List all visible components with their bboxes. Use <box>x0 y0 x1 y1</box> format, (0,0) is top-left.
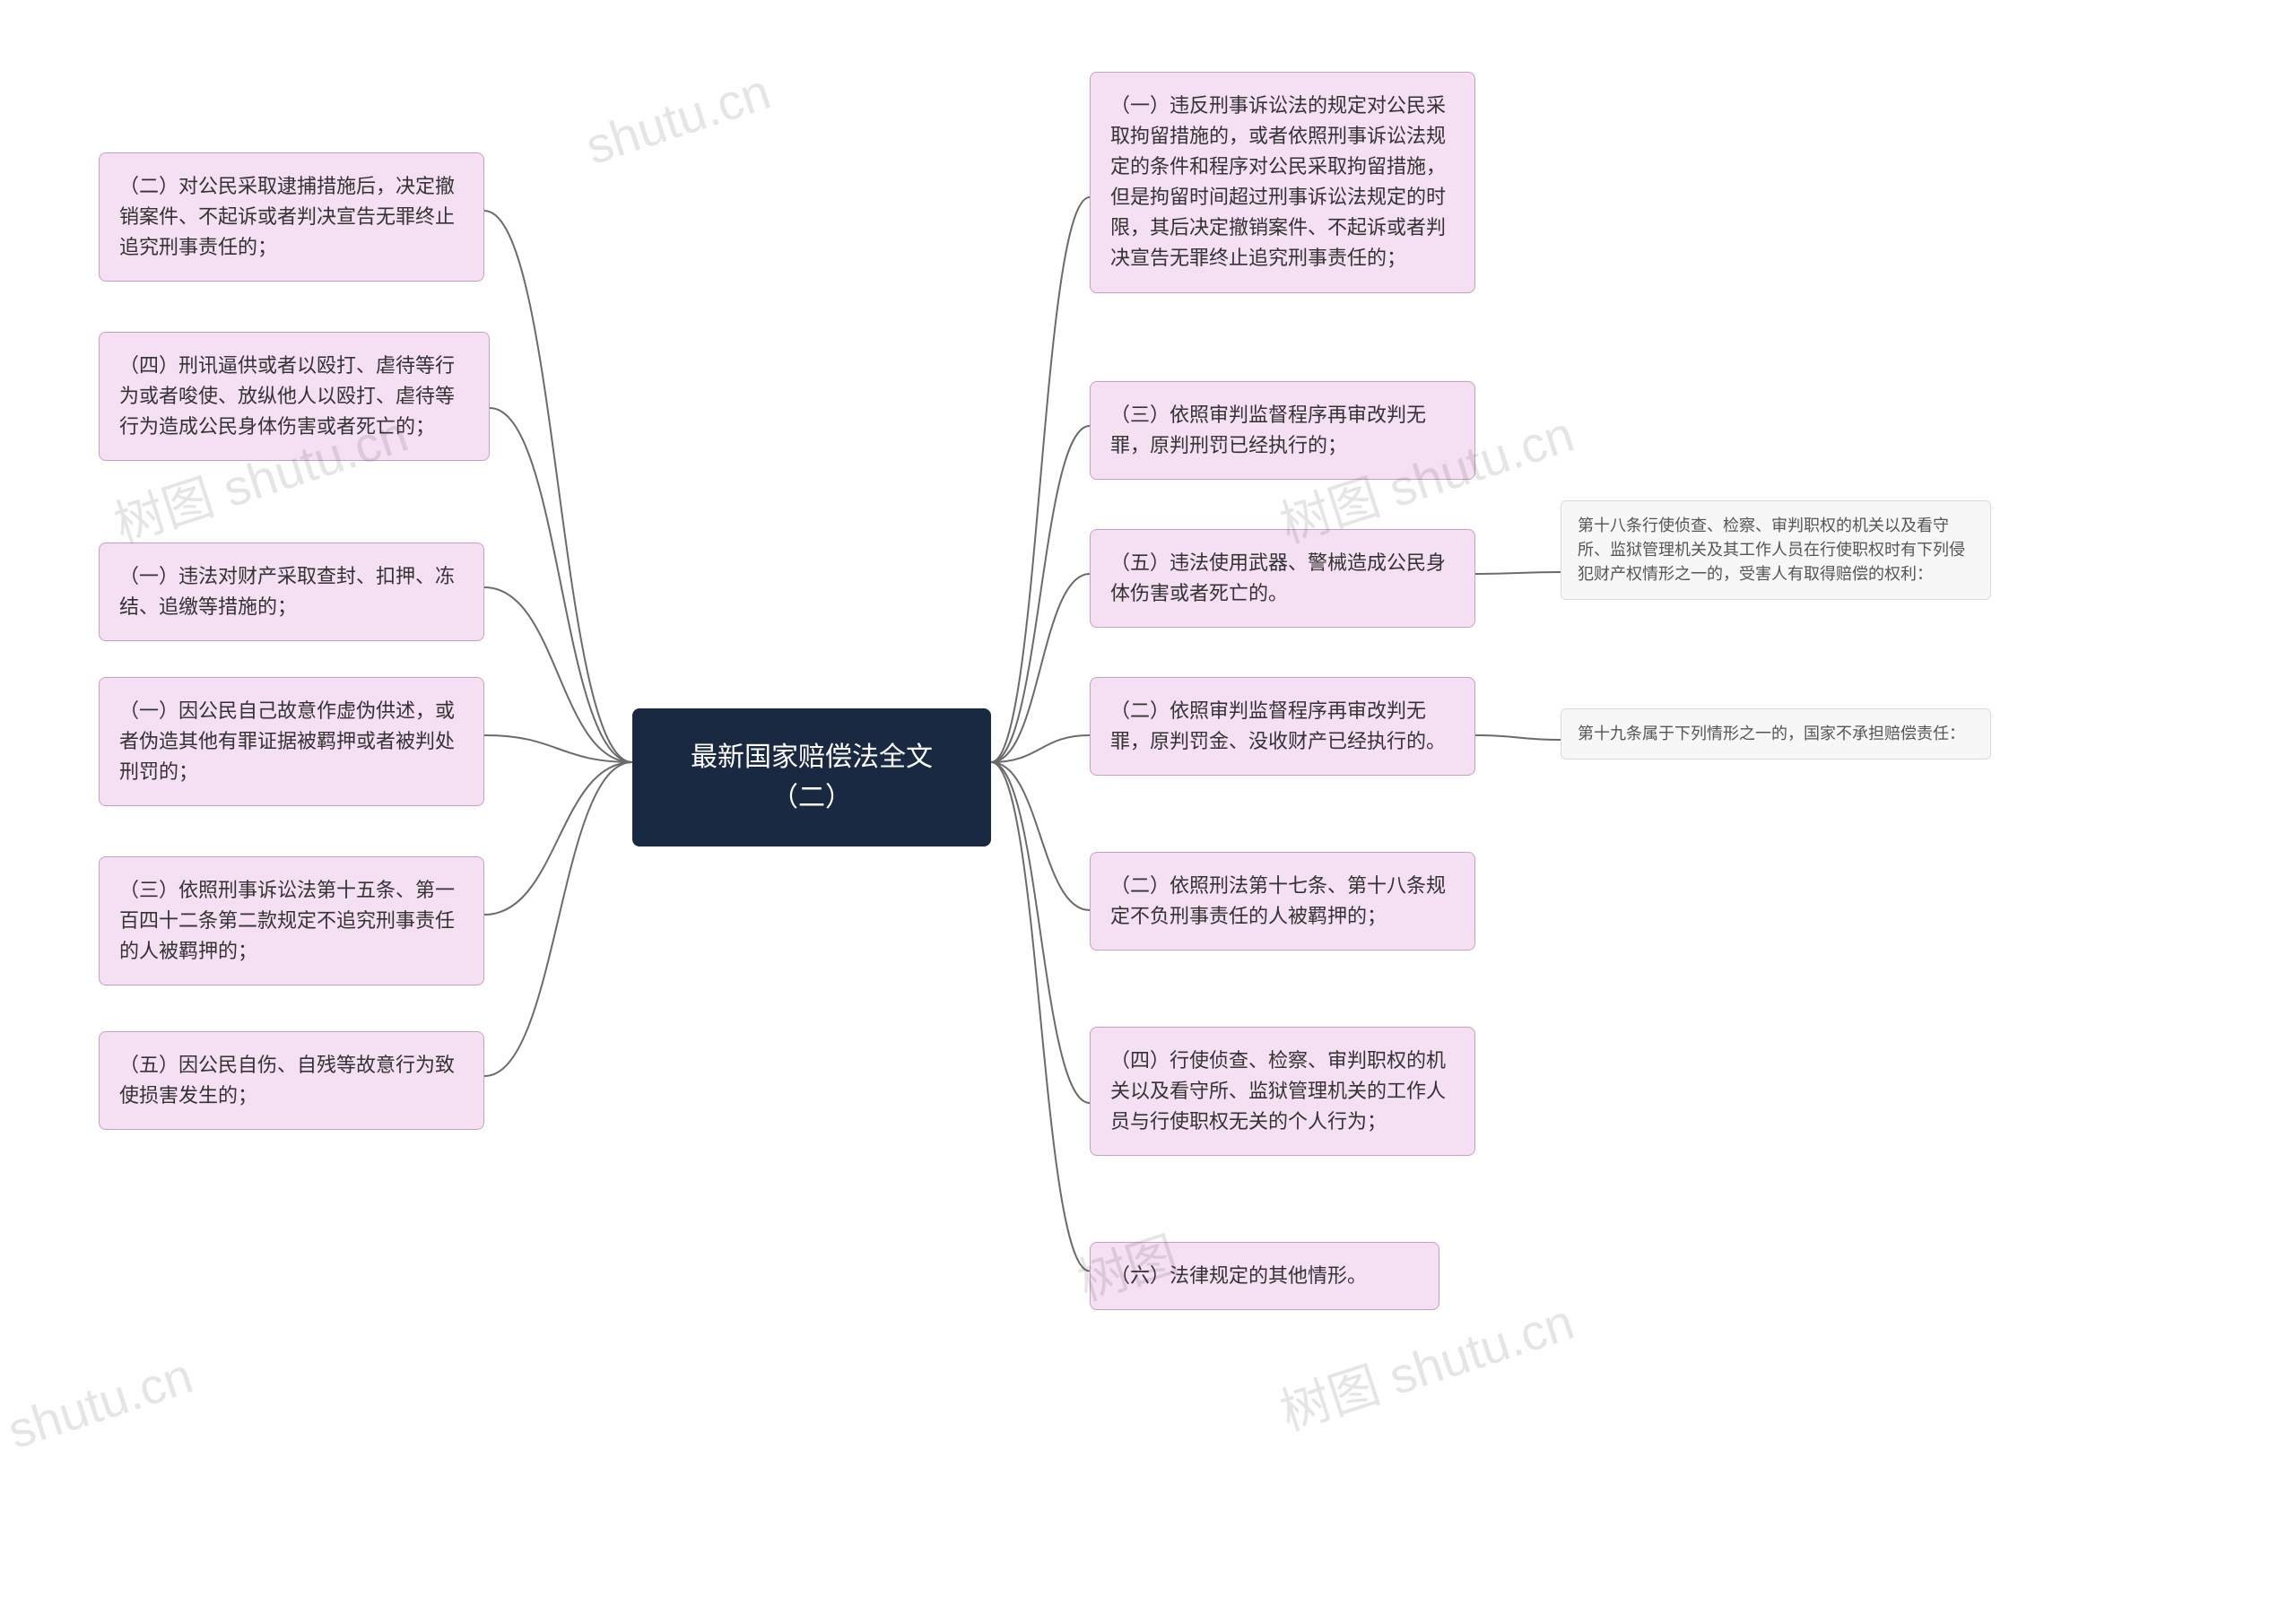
left-node: （四）刑讯逼供或者以殴打、虐待等行为或者唆使、放纵他人以殴打、虐待等行为造成公民… <box>99 332 490 461</box>
connector <box>991 197 1090 762</box>
connector <box>1475 735 1561 740</box>
left-node: （一）违法对财产采取查封、扣押、冻结、追缴等措施的； <box>99 543 484 641</box>
child-node: 第十九条属于下列情形之一的，国家不承担赔偿责任： <box>1561 708 1991 760</box>
node-text: （四）行使侦查、检察、审判职权的机关以及看守所、监狱管理机关的工作人员与行使职权… <box>1110 1049 1446 1133</box>
right-node: （一）违反刑事诉讼法的规定对公民采取拘留措施的，或者依照刑事诉讼法规定的条件和程… <box>1090 72 1475 293</box>
left-node: （一）因公民自己故意作虚伪供述，或者伪造其他有罪证据被羁押或者被判处刑罚的； <box>99 677 484 806</box>
connector <box>991 762 1090 1103</box>
node-text: （二）依照刑法第十七条、第十八条规定不负刑事责任的人被羁押的； <box>1110 874 1446 927</box>
center-node: 最新国家赔偿法全文（二） <box>632 708 991 846</box>
right-node: （四）行使侦查、检察、审判职权的机关以及看守所、监狱管理机关的工作人员与行使职权… <box>1090 1027 1475 1156</box>
connector <box>490 408 632 762</box>
right-node: （五）违法使用武器、警械造成公民身体伤害或者死亡的。 <box>1090 529 1475 628</box>
connector <box>484 587 632 762</box>
node-text: （五）违法使用武器、警械造成公民身体伤害或者死亡的。 <box>1110 551 1446 604</box>
node-text: （一）因公民自己故意作虚伪供述，或者伪造其他有罪证据被羁押或者被判处刑罚的； <box>119 699 455 783</box>
right-node: （二）依照刑法第十七条、第十八条规定不负刑事责任的人被羁押的； <box>1090 852 1475 951</box>
right-node: （三）依照审判监督程序再审改判无罪，原判刑罚已经执行的； <box>1090 381 1475 480</box>
node-text: （四）刑讯逼供或者以殴打、虐待等行为或者唆使、放纵他人以殴打、虐待等行为造成公民… <box>119 354 455 438</box>
child-node-text: 第十九条属于下列情形之一的，国家不承担赔偿责任： <box>1578 725 1965 742</box>
node-text: （一）违反刑事诉讼法的规定对公民采取拘留措施的，或者依照刑事诉讼法规定的条件和程… <box>1110 94 1446 269</box>
node-text: （一）违法对财产采取查封、扣押、冻结、追缴等措施的； <box>119 565 455 618</box>
left-node: （三）依照刑事诉讼法第十五条、第一百四十二条第二款规定不追究刑事责任的人被羁押的… <box>99 856 484 985</box>
node-text: （三）依照刑事诉讼法第十五条、第一百四十二条第二款规定不追究刑事责任的人被羁押的… <box>119 879 455 962</box>
node-text: （六）法律规定的其他情形。 <box>1110 1264 1367 1287</box>
left-node: （五）因公民自伤、自残等故意行为致使损害发生的； <box>99 1031 484 1130</box>
node-text: （二）对公民采取逮捕措施后，决定撤销案件、不起诉或者判决宣告无罪终止追究刑事责任… <box>119 175 455 258</box>
watermark-text: 树图 shutu.cn <box>1274 1293 1580 1441</box>
watermark: 树图 shutu.cn <box>0 1336 200 1499</box>
connector <box>484 735 632 762</box>
right-node: （六）法律规定的其他情形。 <box>1090 1242 1439 1310</box>
child-node: 第十八条行使侦查、检察、审判职权的机关以及看守所、监狱管理机关及其工作人员在行使… <box>1561 500 1991 600</box>
node-text: （二）依照审判监督程序再审改判无罪，原判罚金、没收财产已经执行的。 <box>1110 699 1446 752</box>
connector <box>991 735 1090 762</box>
connector <box>1475 572 1561 574</box>
connector <box>991 574 1090 762</box>
connector <box>991 762 1090 910</box>
center-title: 最新国家赔偿法全文（二） <box>691 742 933 812</box>
connector <box>991 762 1090 1272</box>
connector <box>484 762 632 1076</box>
node-text: （五）因公民自伤、自残等故意行为致使损害发生的； <box>119 1054 455 1107</box>
left-node: （二）对公民采取逮捕措施后，决定撤销案件、不起诉或者判决宣告无罪终止追究刑事责任… <box>99 152 484 282</box>
connector <box>484 211 632 762</box>
connector <box>991 426 1090 762</box>
connector <box>484 762 632 915</box>
node-text: （三）依照审判监督程序再审改判无罪，原判刑罚已经执行的； <box>1110 404 1426 456</box>
watermark-text: 树图 shutu.cn <box>0 1347 199 1495</box>
right-node: （二）依照审判监督程序再审改判无罪，原判罚金、没收财产已经执行的。 <box>1090 677 1475 776</box>
watermark: shutu.cn <box>578 62 777 176</box>
child-node-text: 第十八条行使侦查、检察、审判职权的机关以及看守所、监狱管理机关及其工作人员在行使… <box>1578 517 1965 583</box>
watermark-text: shutu.cn <box>578 63 777 175</box>
